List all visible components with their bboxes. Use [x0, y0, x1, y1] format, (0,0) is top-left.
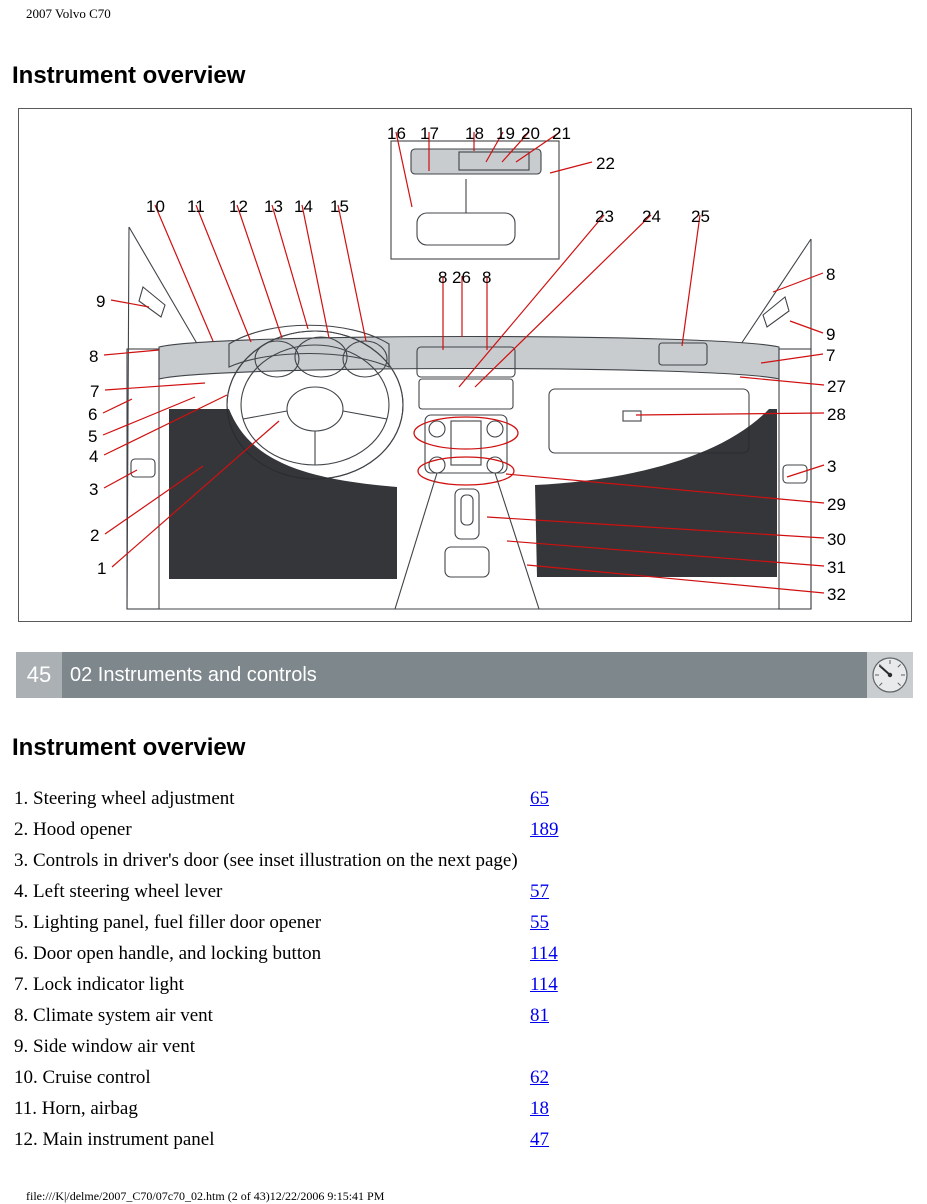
- callout-number: 29: [827, 495, 846, 515]
- callout-number: 23: [595, 207, 614, 227]
- list-item-desc: 1. Steering wheel adjustment: [14, 788, 530, 810]
- callout-number: 11: [187, 197, 205, 217]
- callout-number: 4: [89, 447, 98, 467]
- list-item-desc: 10. Cruise control: [14, 1067, 530, 1089]
- instrument-list: 1. Steering wheel adjustment652. Hood op…: [14, 788, 927, 1151]
- list-item-desc: 7. Lock indicator light: [14, 974, 530, 996]
- callout-number: 7: [90, 382, 99, 402]
- page-link[interactable]: 57: [530, 881, 549, 903]
- callout-number: 3: [89, 480, 98, 500]
- callout-number: 8: [826, 265, 835, 285]
- page-link[interactable]: 65: [530, 788, 549, 810]
- callout-number: 31: [827, 558, 846, 578]
- callout-number: 30: [827, 530, 846, 550]
- callout-number: 6: [88, 405, 97, 425]
- callout-number: 15: [330, 197, 349, 217]
- page-heading-1: Instrument overview: [12, 62, 927, 90]
- callout-number: 14: [294, 197, 313, 217]
- page-heading-2: Instrument overview: [12, 734, 927, 762]
- callout-number: 8: [438, 268, 447, 288]
- callout-number: 21: [552, 124, 571, 144]
- diagram-svg: [19, 109, 909, 621]
- list-item: 11. Horn, airbag18: [14, 1098, 927, 1120]
- doc-title: 2007 Volvo C70: [26, 6, 111, 21]
- section-bar: 45 02 Instruments and controls: [16, 652, 913, 698]
- list-item-desc: 6. Door open handle, and locking button: [14, 943, 530, 965]
- callout-number: 17: [420, 124, 439, 144]
- page-footer: file:///K|/delme/2007_C70/07c70_02.htm (…: [26, 1189, 927, 1204]
- list-item-desc: 8. Climate system air vent: [14, 1005, 530, 1027]
- list-item: 6. Door open handle, and locking button1…: [14, 943, 927, 965]
- list-item-desc: 11. Horn, airbag: [14, 1098, 530, 1120]
- list-item: 5. Lighting panel, fuel filler door open…: [14, 912, 927, 934]
- document-header: 2007 Volvo C70: [0, 0, 927, 22]
- list-item-desc: 9. Side window air vent: [14, 1036, 530, 1058]
- page-link[interactable]: 62: [530, 1067, 549, 1089]
- list-item: 10. Cruise control62: [14, 1067, 927, 1089]
- callout-number: 13: [264, 197, 283, 217]
- section-page-number: 45: [16, 652, 62, 698]
- callout-number: 8: [89, 347, 98, 367]
- list-item: 3. Controls in driver's door (see inset …: [14, 850, 927, 872]
- page-link[interactable]: 114: [530, 974, 558, 996]
- page-link[interactable]: 81: [530, 1005, 549, 1027]
- callout-number: 18: [465, 124, 484, 144]
- callout-number: 27: [827, 377, 846, 397]
- page-link[interactable]: 114: [530, 943, 558, 965]
- gauge-icon: [867, 652, 913, 698]
- callout-number: 28: [827, 405, 846, 425]
- list-item: 12. Main instrument panel47: [14, 1129, 927, 1151]
- instrument-diagram: 1617181920212210111213141523242598765432…: [18, 108, 912, 622]
- callout-number: 32: [827, 585, 846, 605]
- list-item: 9. Side window air vent: [14, 1036, 927, 1058]
- page-link[interactable]: 189: [530, 819, 559, 841]
- list-item: 7. Lock indicator light114: [14, 974, 927, 996]
- callout-number: 20: [521, 124, 540, 144]
- list-item-desc: 4. Left steering wheel lever: [14, 881, 530, 903]
- callout-number: 8: [482, 268, 491, 288]
- callout-number: 10: [146, 197, 165, 217]
- callout-number: 9: [96, 292, 105, 312]
- callout-number: 19: [496, 124, 515, 144]
- callout-number: 5: [88, 427, 97, 447]
- callout-number: 12: [229, 197, 248, 217]
- callout-number: 24: [642, 207, 661, 227]
- callout-number: 26: [452, 268, 471, 288]
- list-item-desc: 12. Main instrument panel: [14, 1129, 530, 1151]
- callout-number: 2: [90, 526, 99, 546]
- callout-number: 1: [97, 559, 106, 579]
- list-item: 2. Hood opener189: [14, 819, 927, 841]
- list-item-desc: 2. Hood opener: [14, 819, 530, 841]
- callout-number: 9: [826, 325, 835, 345]
- callout-number: 22: [596, 154, 615, 174]
- callout-number: 16: [387, 124, 406, 144]
- callout-number: 3: [827, 457, 836, 477]
- list-item: 8. Climate system air vent81: [14, 1005, 927, 1027]
- list-item: 4. Left steering wheel lever57: [14, 881, 927, 903]
- callout-number: 25: [691, 207, 710, 227]
- list-item-desc: 3. Controls in driver's door (see inset …: [14, 850, 530, 872]
- list-item: 1. Steering wheel adjustment65: [14, 788, 927, 810]
- page-link[interactable]: 47: [530, 1129, 549, 1151]
- callout-number: 7: [826, 346, 835, 366]
- section-title: 02 Instruments and controls: [62, 652, 867, 698]
- footer-text: file:///K|/delme/2007_C70/07c70_02.htm (…: [26, 1189, 384, 1203]
- page-link[interactable]: 18: [530, 1098, 549, 1120]
- page-link[interactable]: 55: [530, 912, 549, 934]
- list-item-desc: 5. Lighting panel, fuel filler door open…: [14, 912, 530, 934]
